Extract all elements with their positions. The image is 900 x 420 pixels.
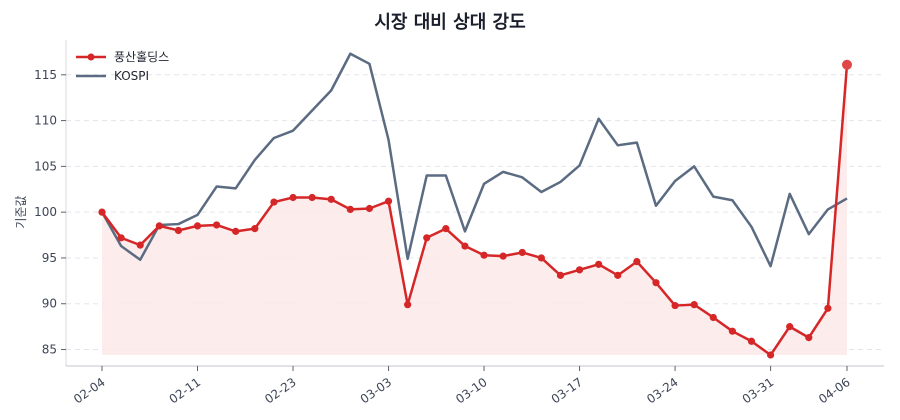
y-tick-label: 110 <box>34 114 57 128</box>
data-point-marker <box>232 227 240 235</box>
data-point-marker <box>346 205 354 214</box>
data-point-marker <box>365 204 374 213</box>
x-axis-ticks: 02-04 02-11 02-23 03-03 03-10 03-17 03-24 03-31… <box>71 366 853 406</box>
chart-title: 시장 대비 상대 강도 <box>374 12 526 33</box>
x-tick-label: 03-10 <box>453 375 490 406</box>
x-tick-label: 03-24 <box>644 375 681 406</box>
x-tick-label: 04-06 <box>816 375 853 406</box>
data-point-marker <box>251 225 259 233</box>
data-point-marker <box>136 241 144 249</box>
data-point-marker <box>786 323 794 331</box>
data-point-marker <box>98 208 106 216</box>
y-axis-ticks: 85 90 95 100 105 110 115 <box>34 68 66 357</box>
y-axis-label: 기준값 <box>14 195 28 228</box>
legend-label: 풍산홀딩스 <box>114 50 169 64</box>
legend: 풍산홀딩스 KOSPI <box>76 50 169 83</box>
x-tick-label: 03-03 <box>358 375 395 406</box>
data-point-marker <box>690 301 698 309</box>
data-point-marker <box>537 254 545 262</box>
data-point-marker <box>155 222 163 230</box>
data-point-marker <box>117 234 125 242</box>
data-point-marker <box>174 226 183 235</box>
data-point-marker <box>671 301 679 310</box>
data-point-marker <box>728 327 736 335</box>
legend-dot-icon <box>87 53 95 61</box>
series-line-kospi <box>100 52 848 268</box>
data-point-marker <box>384 197 393 205</box>
data-point-marker <box>575 266 584 274</box>
data-point-marker <box>308 193 316 202</box>
x-tick-label: 03-31 <box>740 375 777 406</box>
data-point-marker <box>499 252 507 260</box>
area-fill <box>102 64 847 356</box>
data-point-marker <box>270 198 278 206</box>
series-lines <box>98 52 852 359</box>
x-tick-label: 02-04 <box>71 375 108 406</box>
data-point-marker <box>404 301 412 309</box>
data-point-marker <box>556 271 565 279</box>
data-point-marker <box>213 221 221 229</box>
legend-item-pungsan: 풍산홀딩스 <box>76 50 169 64</box>
data-point-marker <box>518 248 526 257</box>
data-point-marker <box>805 334 813 342</box>
data-point-marker <box>842 59 852 70</box>
legend-item-kospi: KOSPI <box>76 69 149 83</box>
x-tick-label: 02-23 <box>262 375 299 406</box>
data-point-marker <box>709 313 717 322</box>
data-point-marker <box>633 258 641 266</box>
data-point-marker <box>595 260 603 268</box>
series-line-pungsan <box>100 64 849 357</box>
data-point-marker <box>766 351 775 359</box>
data-point-marker <box>824 304 832 312</box>
y-tick-label: 105 <box>34 159 57 173</box>
y-tick-label: 100 <box>34 205 57 219</box>
legend-label: KOSPI <box>114 69 149 83</box>
data-point-marker <box>442 225 450 233</box>
y-tick-label: 95 <box>42 251 57 265</box>
x-tick-label: 03-17 <box>549 375 586 406</box>
data-point-marker <box>614 271 622 279</box>
y-tick-label: 85 <box>42 343 57 357</box>
area-fill-pungsan <box>102 64 847 356</box>
data-point-marker <box>480 251 488 259</box>
axes <box>65 40 884 367</box>
x-tick-label: 02-11 <box>167 375 204 406</box>
data-point-marker <box>652 279 660 287</box>
y-tick-label: 115 <box>34 68 57 82</box>
y-tick-label: 90 <box>42 297 57 311</box>
data-point-marker <box>289 193 297 202</box>
data-point-marker <box>193 222 202 230</box>
data-point-marker <box>747 337 756 345</box>
data-point-marker <box>423 234 431 242</box>
data-point-marker <box>461 242 469 250</box>
data-point-marker <box>327 195 335 203</box>
